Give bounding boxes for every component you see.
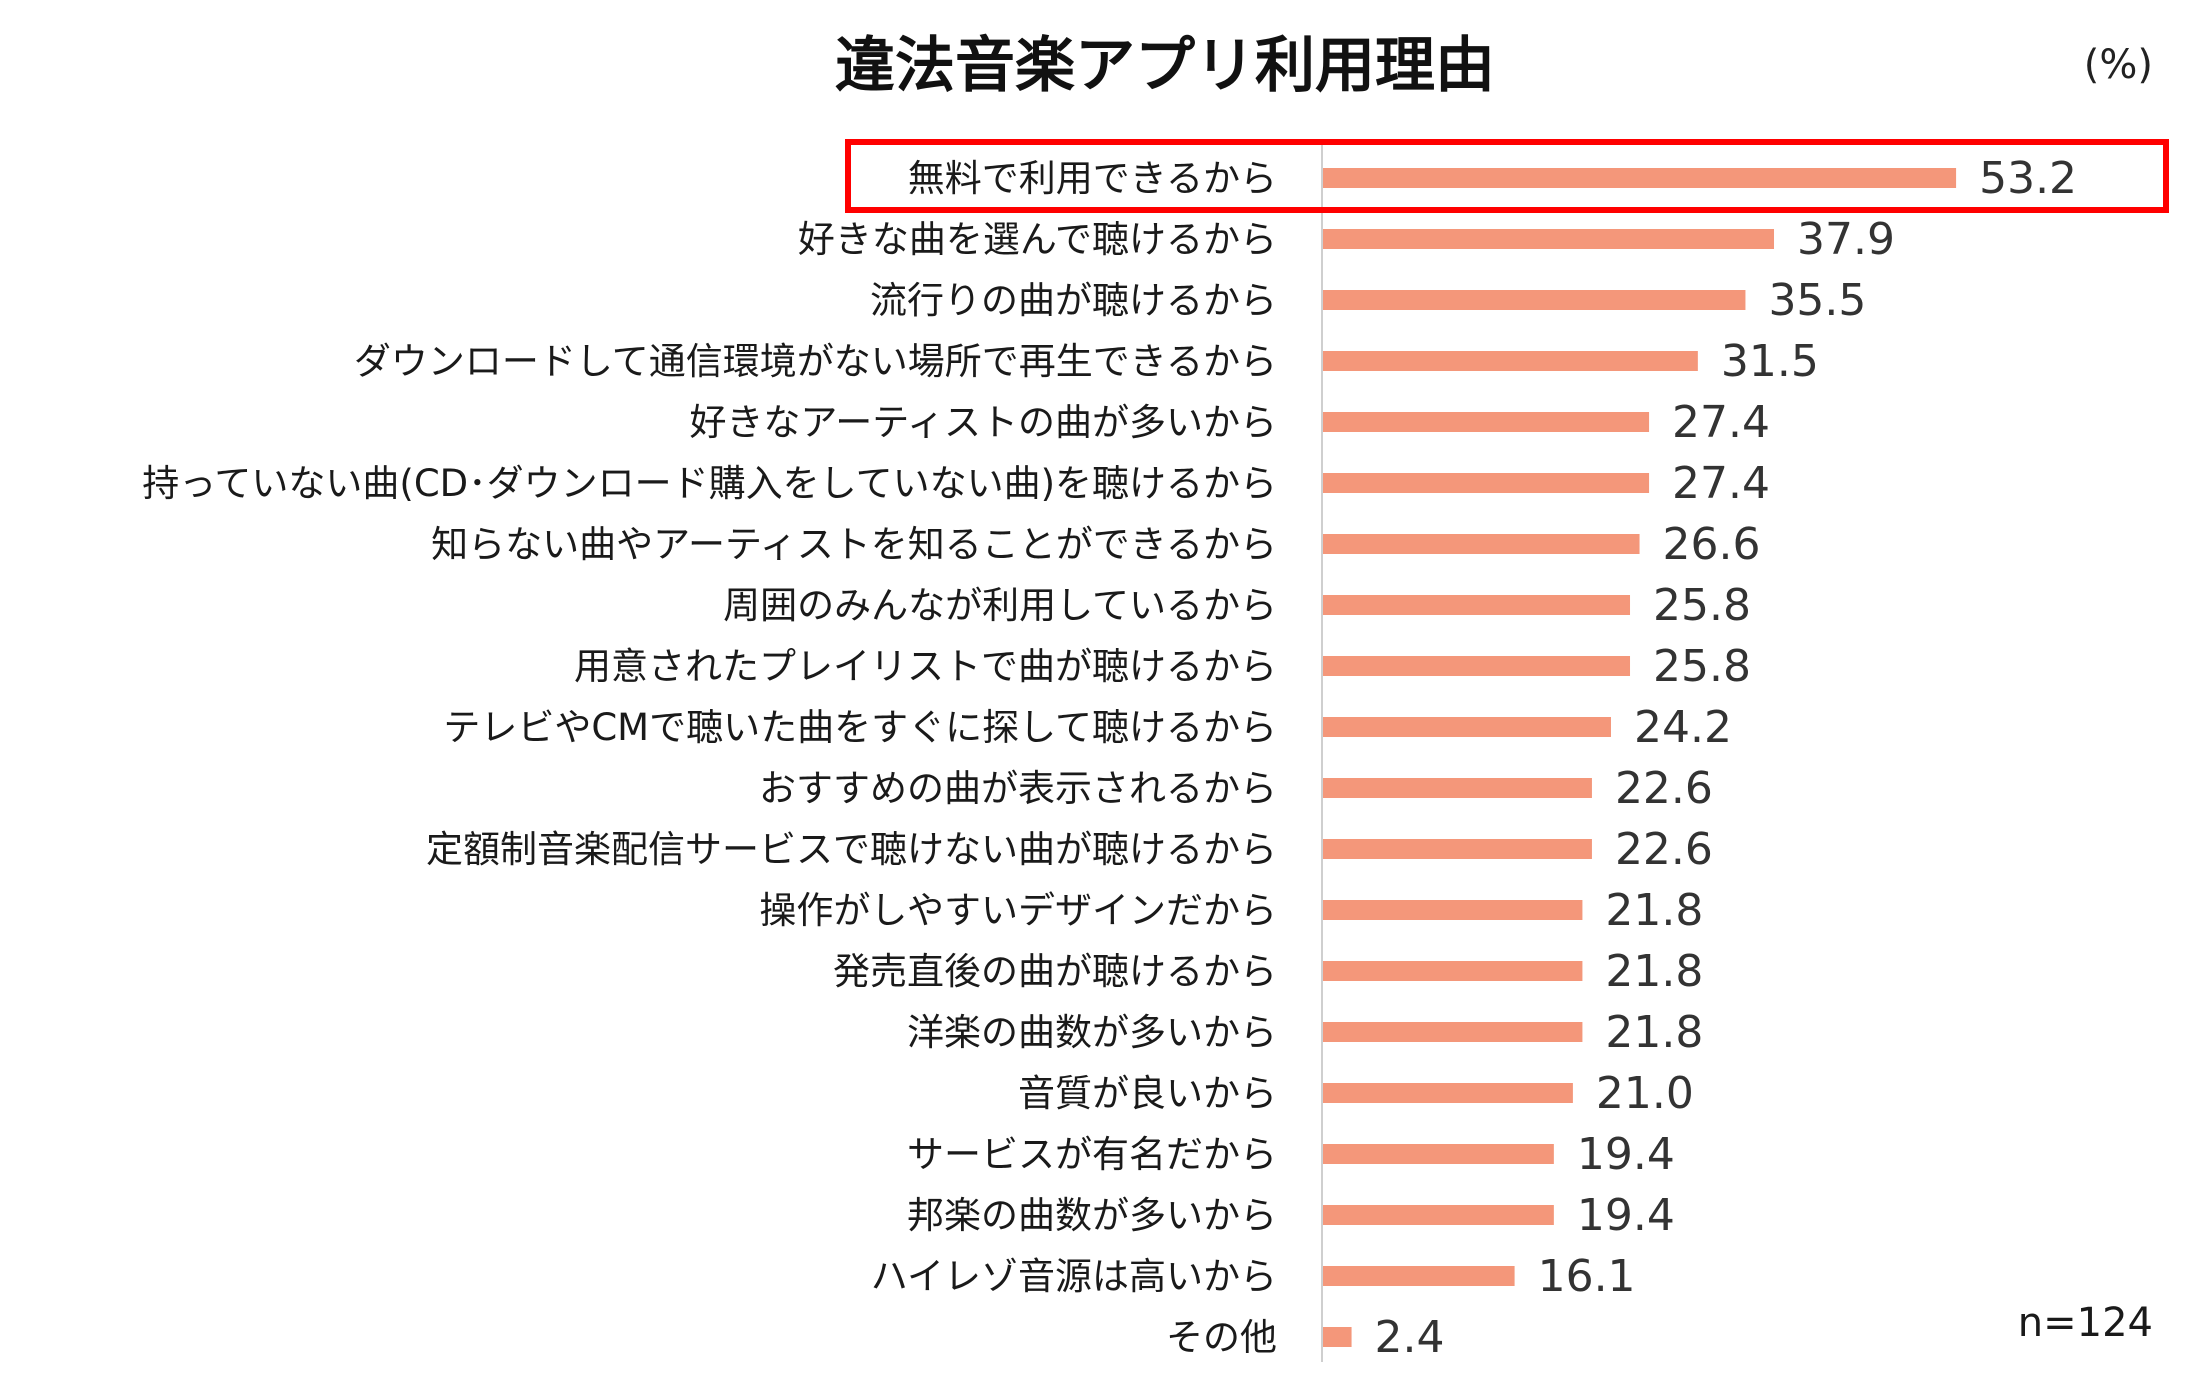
category-label: 持っていない曲(CD･ダウンロード購入をしていない曲)を聴けるから bbox=[142, 462, 1277, 505]
category-label: 音質が良いから bbox=[1018, 1072, 1277, 1115]
category-label: 周囲のみんなが利用しているから bbox=[723, 584, 1277, 627]
value-label: 27.4 bbox=[1672, 458, 1770, 509]
bar bbox=[1323, 1266, 1515, 1286]
value-label: 24.2 bbox=[1634, 702, 1732, 753]
value-label: 21.8 bbox=[1605, 1007, 1703, 1058]
bar bbox=[1323, 656, 1631, 676]
category-label: おすすめの曲が表示されるから bbox=[759, 767, 1277, 810]
bar bbox=[1323, 839, 1592, 859]
category-label: 邦楽の曲数が多いから bbox=[907, 1194, 1277, 1237]
highlight-box bbox=[845, 139, 2169, 213]
category-label: 好きなアーティストの曲が多いから bbox=[689, 401, 1277, 444]
category-label: 操作がしやすいデザインだから bbox=[759, 889, 1277, 932]
category-label: 用意されたプレイリストで曲が聴けるから bbox=[574, 645, 1277, 688]
bar bbox=[1323, 1205, 1554, 1225]
bar bbox=[1323, 1083, 1573, 1103]
bar bbox=[1323, 1144, 1554, 1164]
value-label: 25.8 bbox=[1653, 580, 1751, 631]
value-label: 19.4 bbox=[1577, 1129, 1675, 1180]
value-label: 19.4 bbox=[1577, 1190, 1675, 1241]
category-label: サービスが有名だから bbox=[907, 1133, 1277, 1176]
chart-title: 違法音楽アプリ利用理由 bbox=[835, 31, 1495, 101]
category-label: 流行りの曲が聴けるから bbox=[870, 279, 1277, 322]
value-label: 22.6 bbox=[1615, 824, 1713, 875]
category-label: 無料で利用できるから bbox=[908, 157, 1277, 200]
bar bbox=[1323, 1022, 1583, 1042]
value-label: 31.5 bbox=[1721, 336, 1819, 387]
bar bbox=[1323, 595, 1631, 615]
value-label: 21.8 bbox=[1605, 946, 1703, 997]
value-label: 21.0 bbox=[1596, 1068, 1694, 1119]
bars-group: 無料で利用できるから 53.2 好きな曲を選んで聴けるから 37.9 流行りの曲が聴ける… bbox=[142, 139, 2169, 1363]
category-label: ハイレゾ音源は高いから bbox=[871, 1255, 1277, 1298]
bar bbox=[1323, 900, 1583, 920]
bar bbox=[1323, 1327, 1352, 1347]
bar bbox=[1323, 351, 1698, 371]
category-label: テレビやCMで聴いた曲をすぐに探して聴けるから bbox=[443, 706, 1277, 749]
bar bbox=[1323, 961, 1583, 981]
bar bbox=[1323, 717, 1611, 737]
bar bbox=[1323, 778, 1592, 798]
value-label: 37.9 bbox=[1797, 214, 1895, 265]
category-label: 知らない曲やアーティストを知ることができるから bbox=[431, 523, 1277, 566]
category-label: 洋楽の曲数が多いから bbox=[907, 1011, 1277, 1054]
sample-size-label: n=124 bbox=[2018, 1300, 2153, 1346]
bar bbox=[1323, 229, 1775, 249]
category-label: その他 bbox=[1166, 1316, 1277, 1359]
bar bbox=[1323, 168, 1957, 188]
value-label: 53.2 bbox=[1979, 153, 2077, 204]
bar bbox=[1323, 473, 1650, 493]
value-label: 35.5 bbox=[1768, 275, 1866, 326]
value-label: 25.8 bbox=[1653, 641, 1751, 692]
value-label: 2.4 bbox=[1375, 1312, 1445, 1363]
bar bbox=[1323, 534, 1640, 554]
value-label: 16.1 bbox=[1538, 1251, 1636, 1302]
category-label: 定額制音楽配信サービスで聴けない曲が聴けるから bbox=[426, 828, 1277, 871]
unit-label: (%) bbox=[2084, 42, 2153, 88]
category-label: 発売直後の曲が聴けるから bbox=[833, 950, 1277, 993]
bar bbox=[1323, 412, 1650, 432]
value-label: 27.4 bbox=[1672, 397, 1770, 448]
category-label: ダウンロードして通信環境がない場所で再生できるから bbox=[354, 340, 1277, 383]
category-label: 好きな曲を選んで聴けるから bbox=[798, 218, 1277, 261]
value-label: 21.8 bbox=[1605, 885, 1703, 936]
value-label: 26.6 bbox=[1663, 519, 1761, 570]
value-label: 22.6 bbox=[1615, 763, 1713, 814]
bar bbox=[1323, 290, 1746, 310]
